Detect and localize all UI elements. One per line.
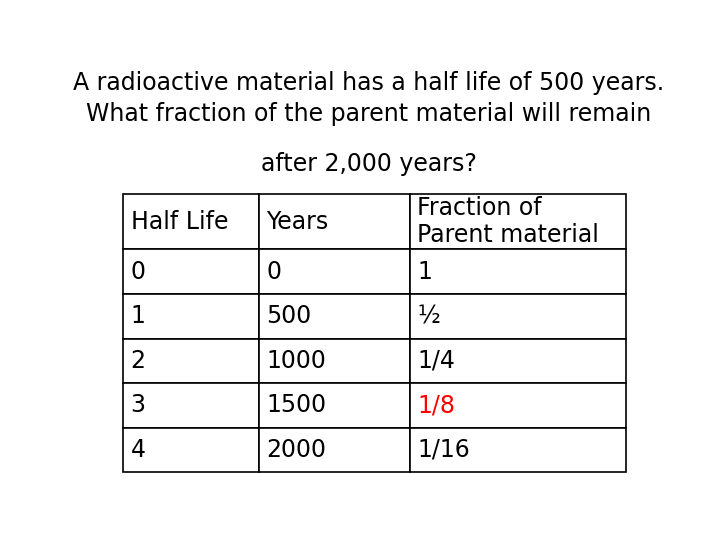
Bar — [124, 339, 259, 383]
Text: 1500: 1500 — [266, 394, 326, 417]
Text: 0: 0 — [266, 260, 282, 284]
Bar — [259, 294, 410, 339]
Bar — [124, 249, 259, 294]
Text: 4: 4 — [131, 438, 145, 462]
Text: 0: 0 — [131, 260, 145, 284]
Bar — [124, 294, 259, 339]
Bar — [410, 428, 626, 472]
Bar — [410, 339, 626, 383]
Text: 1000: 1000 — [266, 349, 326, 373]
Bar — [259, 249, 410, 294]
Text: ½: ½ — [417, 304, 440, 328]
Text: 500: 500 — [266, 304, 312, 328]
Bar — [259, 339, 410, 383]
Text: 2: 2 — [131, 349, 145, 373]
Text: 1/8: 1/8 — [417, 394, 455, 417]
Bar — [124, 383, 259, 428]
Bar — [410, 383, 626, 428]
Bar — [410, 294, 626, 339]
Bar — [259, 383, 410, 428]
Text: after 2,000 years?: after 2,000 years? — [261, 152, 477, 176]
Text: 1: 1 — [417, 260, 432, 284]
Bar — [124, 194, 259, 249]
Text: 1: 1 — [131, 304, 145, 328]
Text: Half Life: Half Life — [131, 210, 228, 234]
Bar — [259, 428, 410, 472]
Text: 1/16: 1/16 — [417, 438, 469, 462]
Bar — [410, 194, 626, 249]
Text: 3: 3 — [131, 394, 145, 417]
Bar — [410, 249, 626, 294]
Text: What fraction of the parent material will remain: What fraction of the parent material wil… — [86, 102, 652, 126]
Text: Fraction of
Parent material: Fraction of Parent material — [417, 195, 599, 247]
Bar — [259, 194, 410, 249]
Text: Years: Years — [266, 210, 328, 234]
Text: A radioactive material has a half life of 500 years.: A radioactive material has a half life o… — [73, 71, 665, 95]
Text: 2000: 2000 — [266, 438, 326, 462]
Text: 1/4: 1/4 — [417, 349, 455, 373]
Bar — [124, 428, 259, 472]
